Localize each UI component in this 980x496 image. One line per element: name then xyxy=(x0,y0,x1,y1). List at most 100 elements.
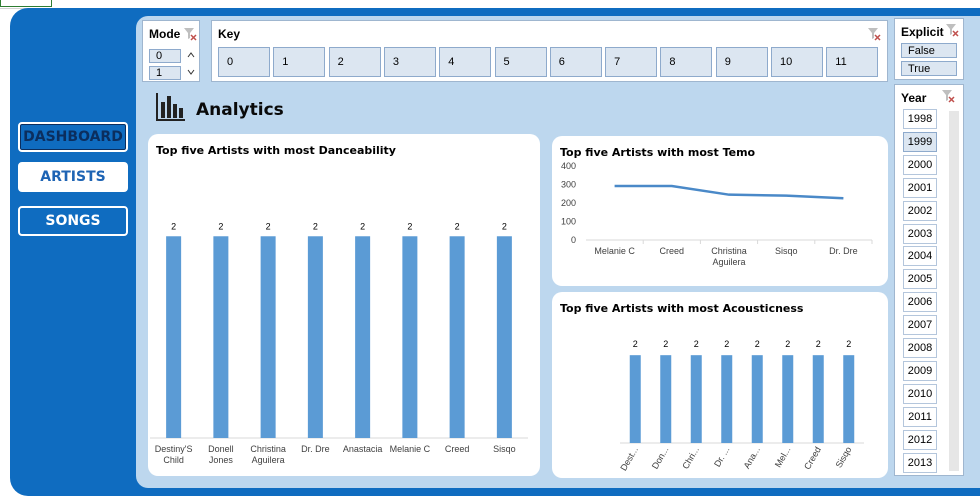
year-option-2011[interactable]: 2011 xyxy=(903,406,937,427)
artists-button[interactable]: ARTISTS xyxy=(18,162,128,192)
x-tick-label: Destiny'S Child xyxy=(155,444,193,465)
year-option-2009[interactable]: 2009 xyxy=(903,360,937,381)
acousticness-chart: 2 Dest... 2 Don... 2 Chri... 2 Dr. ... 2 Ana... 2 M… xyxy=(618,339,864,473)
x-tick-label: Dest... xyxy=(618,445,640,473)
key-option-6[interactable]: 6 xyxy=(549,47,602,77)
x-tick-label: Creed xyxy=(445,444,470,454)
x-tick-label: Christina Aguilera xyxy=(711,246,747,267)
mode-option-1[interactable]: 1 xyxy=(149,66,181,80)
year-option-2006[interactable]: 2006 xyxy=(903,292,937,313)
x-tick-label: Sisqo xyxy=(775,246,798,256)
data-label: 2 xyxy=(407,221,412,231)
key-option-0[interactable]: 0 xyxy=(218,47,270,77)
bar xyxy=(307,236,323,438)
clear-filter-icon[interactable] xyxy=(941,89,955,103)
mode-option-0[interactable]: 0 xyxy=(149,49,181,63)
selected-cell[interactable] xyxy=(0,0,52,7)
mode-slicer-title: Mode xyxy=(149,27,181,41)
x-tick-label: Creed xyxy=(660,246,685,256)
year-option-2004[interactable]: 2004 xyxy=(903,246,937,267)
page-title: Analytics xyxy=(196,100,284,120)
clear-filter-icon[interactable] xyxy=(945,23,959,37)
explicit-option-label: True xyxy=(908,62,931,75)
data-label: 2 xyxy=(785,339,790,349)
tempo-chart-panel: Top five Artists with most Temo 0 100 200 3… xyxy=(552,136,888,286)
mode-option-label: 1 xyxy=(156,67,163,79)
year-slicer-title: Year xyxy=(901,91,927,105)
data-label: 2 xyxy=(455,221,460,231)
x-tick-label: Dr. Dre xyxy=(301,444,330,454)
key-option-label: 5 xyxy=(503,56,510,68)
year-scrollbar[interactable] xyxy=(949,111,959,471)
bar xyxy=(690,355,702,443)
explicit-option-true[interactable]: True xyxy=(901,61,957,76)
key-option-4[interactable]: 4 xyxy=(439,47,492,77)
x-tick-label: Mel... xyxy=(773,445,793,469)
x-tick-label: Sisqo xyxy=(834,445,854,469)
data-label: 2 xyxy=(663,339,668,349)
bar xyxy=(782,355,794,443)
year-option-2008[interactable]: 2008 xyxy=(903,338,937,358)
bar xyxy=(260,236,276,438)
data-label: 2 xyxy=(218,221,223,231)
data-label: 2 xyxy=(266,221,271,231)
songs-button[interactable]: SONGS xyxy=(18,206,128,236)
key-option-9[interactable]: 9 xyxy=(715,47,768,77)
year-option-2012[interactable]: 2012 xyxy=(903,429,937,450)
data-label: 2 xyxy=(724,339,729,349)
x-tick-label: Melanie C xyxy=(594,246,635,256)
explicit-slicer-title: Explicit xyxy=(901,25,944,39)
year-option-2002[interactable]: 2002 xyxy=(903,200,937,221)
key-option-11[interactable]: 11 xyxy=(826,47,879,77)
year-option-2013[interactable]: 2013 xyxy=(903,452,937,473)
year-option-2010[interactable]: 2010 xyxy=(903,383,937,404)
year-option-2000[interactable]: 2000 xyxy=(903,154,937,175)
x-tick-label: Ana... xyxy=(742,445,762,470)
acousticness-chart-panel: Top five Artists with most Acousticness … xyxy=(552,292,888,478)
data-label: 2 xyxy=(694,339,699,349)
year-option-2001[interactable]: 2001 xyxy=(903,177,937,198)
chart-title: Top five Artists with most Danceability xyxy=(156,144,396,157)
key-option-label: 3 xyxy=(392,56,400,68)
bar xyxy=(843,355,855,443)
bar xyxy=(449,236,465,438)
y-tick-label: 400 xyxy=(561,161,576,171)
clear-filter-icon[interactable] xyxy=(867,27,881,41)
chart-title: Top five Artists with most Temo xyxy=(560,146,756,159)
key-slicer-title: Key xyxy=(218,27,241,41)
key-option-10[interactable]: 10 xyxy=(771,47,823,77)
year-option-2005[interactable]: 2005 xyxy=(903,269,937,290)
year-option-1999[interactable]: 1999 xyxy=(903,131,937,152)
key-option-label: 6 xyxy=(558,56,565,68)
key-option-label: 10 xyxy=(780,56,793,68)
data-label: 2 xyxy=(633,339,638,349)
x-tick-label: Dr. ... xyxy=(712,445,731,469)
key-option-7[interactable]: 7 xyxy=(605,47,658,77)
scroll-down-icon[interactable] xyxy=(187,68,195,76)
x-tick-label: Christina Aguilera xyxy=(250,444,286,465)
key-option-8[interactable]: 8 xyxy=(660,47,713,77)
explicit-option-label: False xyxy=(908,44,935,57)
y-tick-label: 100 xyxy=(561,217,576,227)
bar xyxy=(721,355,733,443)
bar-chart-icon xyxy=(156,93,185,121)
data-label: 2 xyxy=(755,339,760,349)
explicit-option-false[interactable]: False xyxy=(901,43,957,58)
key-option-2[interactable]: 2 xyxy=(328,47,381,77)
year-option-2003[interactable]: 2003 xyxy=(903,223,937,244)
x-tick-label: Don... xyxy=(650,445,671,471)
mode-option-label: 0 xyxy=(156,50,163,62)
clear-filter-icon[interactable] xyxy=(183,27,197,41)
scroll-up-icon[interactable] xyxy=(187,51,195,59)
key-option-5[interactable]: 5 xyxy=(494,47,547,77)
bar xyxy=(402,236,418,438)
x-tick-label: Creed xyxy=(802,445,823,471)
key-option-1[interactable]: 1 xyxy=(273,47,326,77)
key-option-label: 8 xyxy=(669,56,676,68)
year-option-2007[interactable]: 2007 xyxy=(903,315,937,336)
dashboard-button[interactable]: DASHBOARD xyxy=(18,122,128,152)
x-tick-label: Chri... xyxy=(680,445,701,471)
key-option-3[interactable]: 3 xyxy=(383,47,436,77)
year-option-1998[interactable]: 1998 xyxy=(903,109,937,129)
key-option-label: 7 xyxy=(614,56,621,68)
